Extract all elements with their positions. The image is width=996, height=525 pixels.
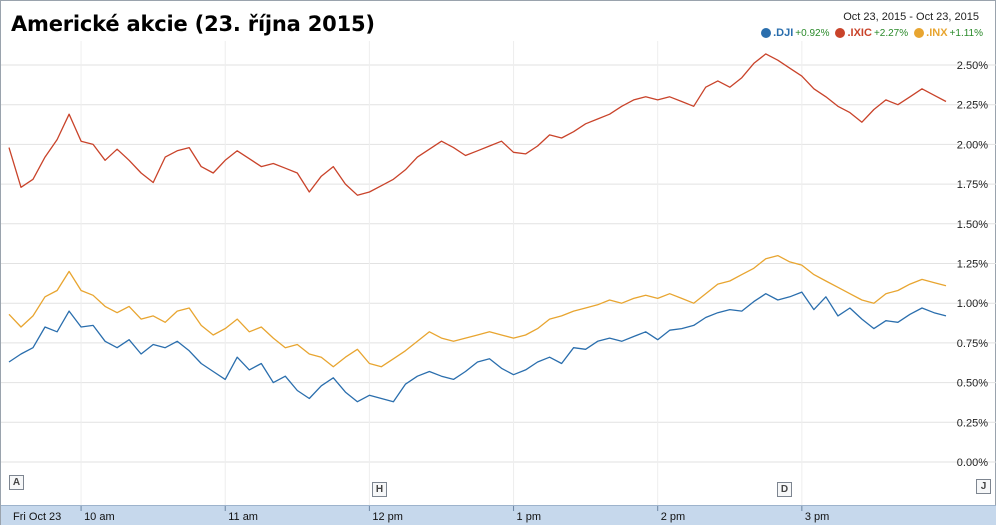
time-axis-bar: Fri Oct 23 10 am 11 am 12 pm 1 pm 2 pm 3 pm [1, 505, 996, 525]
y-tick-label: 1.25% [957, 259, 988, 271]
legend-entry-ixic[interactable]: .IXIC +2.27% [835, 27, 908, 39]
legend-series-change: +1.11% [949, 27, 983, 39]
y-tick-label: 0.25% [957, 417, 988, 429]
date-range-label: Oct 23, 2015 - Oct 23, 2015 [843, 11, 979, 23]
legend-entry-inx[interactable]: .INX +1.11% [914, 27, 983, 39]
grid-lines [1, 41, 996, 505]
x-tick-labels: Fri Oct 23 10 am 11 am 12 pm 1 pm 2 pm 3 pm [13, 506, 829, 523]
legend-dot-icon [835, 28, 846, 38]
x-tick-label: 10 am [84, 511, 115, 523]
news-marker-d[interactable]: D [777, 482, 792, 497]
y-tick-label: 0.50% [957, 378, 988, 390]
y-tick-label: 1.75% [957, 179, 988, 191]
legend-dot-icon [761, 28, 772, 38]
legend-series-name: .IXIC [847, 27, 872, 39]
y-tick-label: 0.00% [957, 457, 988, 469]
chart-title: Americké akcie (23. října 2015) [11, 12, 375, 36]
y-tick-labels: 0.00% 0.25% 0.50% 0.75% 1.00% 1.25% 1.50% 1.75%… [957, 60, 988, 469]
legend-series-change: +0.92% [795, 27, 830, 39]
news-marker-h[interactable]: H [372, 482, 387, 497]
series-lines [8, 53, 947, 403]
y-tick-label: 2.50% [957, 60, 988, 72]
y-tick-label: 1.50% [957, 219, 988, 231]
y-tick-label: 2.25% [957, 100, 988, 112]
y-tick-label: 2.00% [957, 139, 988, 151]
legend-series-name: .INX [926, 27, 948, 39]
x-tick-label: 3 pm [805, 511, 829, 523]
x-tick-label: 12 pm [372, 511, 403, 523]
series-line-inx [8, 254, 947, 368]
x-tick-label: 11 am [228, 511, 258, 523]
legend-series-name: .DJI [773, 27, 794, 39]
y-tick-label: 1.00% [957, 298, 988, 310]
legend-series-change: +2.27% [873, 27, 909, 39]
news-marker-a[interactable]: A [9, 475, 24, 490]
news-marker-j[interactable]: J [976, 479, 991, 494]
series-line-dji [8, 291, 947, 403]
legend-entry-dji[interactable]: .DJI +0.92% [761, 27, 829, 39]
x-tick-label: 1 pm [517, 511, 541, 523]
x-tick-label: 2 pm [661, 511, 685, 523]
legend-dot-icon [914, 28, 925, 38]
series-line-ixic [8, 53, 947, 196]
legend: .DJI +0.92% .IXIC +2.27% .INX +1.11% [761, 27, 983, 39]
x-tick-label: Fri Oct 23 [13, 511, 61, 523]
y-tick-label: 0.75% [957, 338, 988, 350]
